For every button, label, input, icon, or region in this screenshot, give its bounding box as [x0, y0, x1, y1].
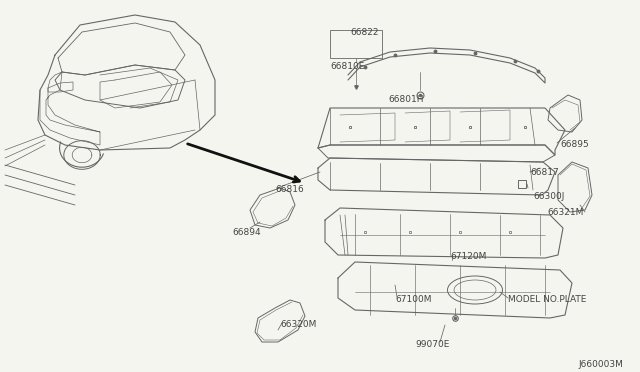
- Text: J660003M: J660003M: [578, 360, 623, 369]
- Text: 67120M: 67120M: [450, 252, 486, 261]
- Text: 66300J: 66300J: [533, 192, 564, 201]
- Text: 66895: 66895: [560, 140, 589, 149]
- Text: 67100M: 67100M: [395, 295, 431, 304]
- Text: 66816: 66816: [275, 185, 304, 194]
- Text: 66810E: 66810E: [330, 62, 364, 71]
- Text: 66817: 66817: [530, 168, 559, 177]
- Text: 66320M: 66320M: [280, 320, 316, 329]
- Bar: [518, 180, 526, 188]
- Text: 66801H: 66801H: [388, 95, 424, 104]
- Bar: [330, 30, 382, 58]
- Text: 66894: 66894: [232, 228, 260, 237]
- Text: 66321M: 66321M: [547, 208, 584, 217]
- Text: 99070E: 99070E: [415, 340, 449, 349]
- Text: MODEL NO.PLATE: MODEL NO.PLATE: [508, 295, 586, 304]
- Text: 66822: 66822: [350, 28, 378, 37]
